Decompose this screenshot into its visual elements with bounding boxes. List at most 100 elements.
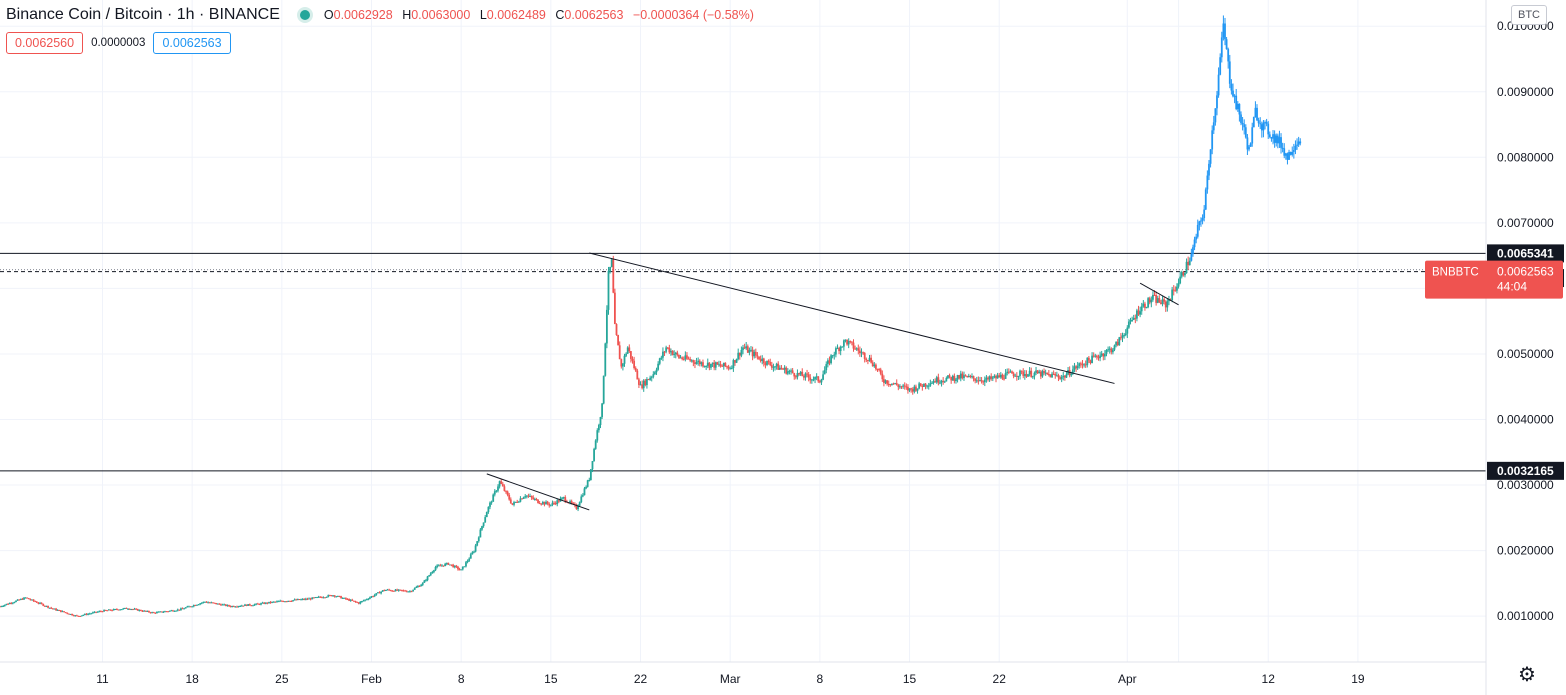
candle-body xyxy=(1288,151,1290,160)
candle-body xyxy=(127,608,130,610)
symbol-title[interactable]: Binance Coin / Bitcoin · 1h · BINANCE xyxy=(6,6,280,23)
candle-body xyxy=(967,375,970,378)
candle-body xyxy=(248,604,251,606)
candle-body xyxy=(357,602,360,604)
candle-body xyxy=(151,612,154,614)
candle-body xyxy=(1182,272,1185,276)
sell-price-button[interactable]: 0.0062560 xyxy=(6,32,84,54)
candle-body xyxy=(306,598,309,600)
candle-body xyxy=(1241,122,1244,125)
candle-body xyxy=(117,609,120,611)
trendline[interactable] xyxy=(486,473,590,511)
candle-body xyxy=(1148,298,1151,303)
candle-body xyxy=(55,608,57,611)
candle-body xyxy=(535,498,538,500)
currency-button[interactable]: BTC xyxy=(1511,5,1547,25)
candle-body xyxy=(64,612,67,614)
candle-body xyxy=(617,335,619,346)
candle-body xyxy=(842,340,845,347)
candle-body xyxy=(362,600,365,602)
candle-body xyxy=(575,505,578,510)
candle-body xyxy=(549,504,552,506)
candle-body xyxy=(276,601,278,603)
candle-body xyxy=(1217,74,1220,96)
candle-body xyxy=(1052,373,1055,375)
candle-body xyxy=(1265,122,1268,124)
price-series xyxy=(0,15,1302,617)
candle-body xyxy=(551,502,554,505)
candle-body xyxy=(226,605,229,607)
candle-body xyxy=(50,607,53,609)
candle-body xyxy=(705,365,708,367)
candle-body xyxy=(577,505,579,510)
candle-body xyxy=(513,502,515,505)
gear-icon[interactable]: ⚙ xyxy=(1518,664,1536,686)
candle-body xyxy=(178,609,181,611)
candle-body xyxy=(196,604,198,606)
candle-body xyxy=(910,388,913,390)
candle-body xyxy=(753,351,756,357)
x-tick-label: 15 xyxy=(544,672,558,686)
candle-body xyxy=(428,575,431,577)
candle-body xyxy=(469,554,472,559)
candle-body xyxy=(778,367,781,370)
candle-body xyxy=(622,363,624,367)
horizontal-levels[interactable] xyxy=(0,252,1486,472)
candle-body xyxy=(615,324,618,336)
candle-body xyxy=(498,481,501,487)
candle-body xyxy=(834,348,837,355)
candle-body xyxy=(5,603,8,605)
trendlines[interactable] xyxy=(486,252,1179,511)
candle-body xyxy=(264,602,267,604)
candle-body xyxy=(501,483,504,487)
candle-body xyxy=(433,570,435,572)
candle-body xyxy=(660,357,663,359)
candle-body xyxy=(388,589,391,591)
candle-body xyxy=(857,348,860,351)
candle-body xyxy=(883,379,885,383)
candle-body xyxy=(841,346,844,348)
level-price-label-bg xyxy=(1487,461,1564,480)
candle-body xyxy=(1201,218,1204,221)
candle-body xyxy=(516,501,519,503)
candle-body xyxy=(314,597,317,599)
candle-body xyxy=(170,610,173,612)
candle-body xyxy=(207,602,210,604)
candle-body xyxy=(266,602,269,604)
trendline[interactable] xyxy=(1139,282,1179,306)
candle-body xyxy=(585,486,587,489)
candle-body xyxy=(34,601,37,603)
candle-body xyxy=(154,612,157,614)
candle-body xyxy=(333,595,336,597)
candle-body xyxy=(72,615,75,617)
candle-body xyxy=(1230,83,1233,91)
candle-body xyxy=(646,379,648,386)
candle-body xyxy=(303,598,306,600)
trendline[interactable] xyxy=(589,252,1115,384)
candle-body xyxy=(633,360,636,369)
candle-body xyxy=(679,357,682,359)
candle-body xyxy=(602,375,605,404)
candle-body xyxy=(1118,337,1121,346)
candle-body xyxy=(210,602,213,604)
candle-body xyxy=(293,599,296,601)
candle-body xyxy=(431,571,434,574)
candle-body xyxy=(1166,301,1169,308)
candle-body xyxy=(703,366,706,368)
candle-body xyxy=(98,611,101,613)
candle-body xyxy=(663,351,666,353)
candle-body xyxy=(1120,337,1122,339)
candle-body xyxy=(415,586,418,588)
candle-body xyxy=(814,377,816,380)
candle-body xyxy=(545,501,547,505)
candle-body xyxy=(471,552,474,555)
candle-body xyxy=(1147,298,1150,308)
candle-body xyxy=(951,375,954,381)
candle-body xyxy=(786,371,789,374)
buy-price-button[interactable]: 0.0062563 xyxy=(153,32,231,54)
candle-body xyxy=(947,375,949,379)
candle-body xyxy=(234,606,237,608)
candle-body xyxy=(1025,374,1028,377)
